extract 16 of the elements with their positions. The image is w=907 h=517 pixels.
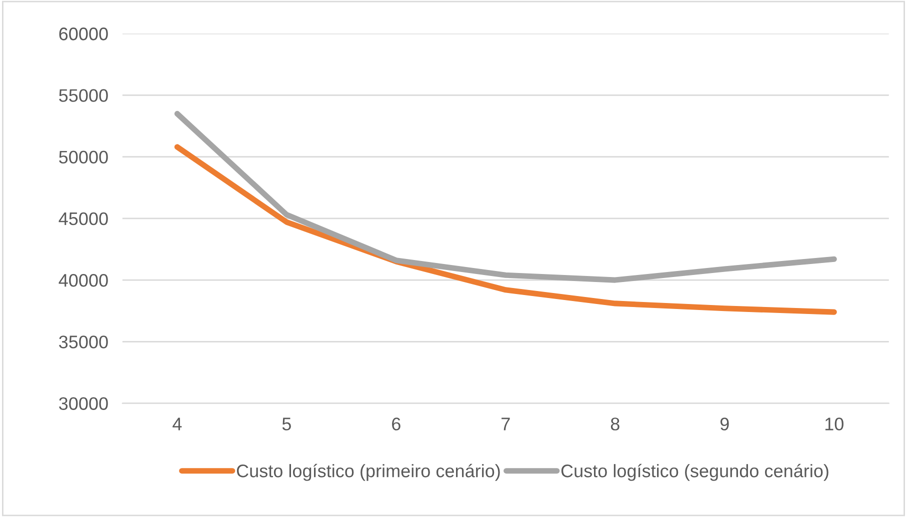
- y-tick-label: 30000: [59, 397, 108, 410]
- legend-label: Custo logístico (primeiro cenário): [236, 464, 500, 481]
- y-tick-label: 35000: [59, 336, 108, 348]
- x-tick-label: 8: [610, 418, 620, 430]
- x-tick-label: 10: [825, 418, 844, 430]
- legend-label: Custo logístico (segundo cenário): [561, 464, 828, 481]
- y-tick-label: 50000: [59, 150, 108, 164]
- y-tick-label: 45000: [58, 212, 108, 226]
- y-tick-label: 60000: [59, 28, 108, 40]
- x-tick-label: 4: [172, 418, 182, 430]
- x-tick-label: 9: [720, 418, 729, 430]
- y-tick-label: 40000: [58, 274, 108, 287]
- x-tick-label: 7: [502, 418, 510, 430]
- x-tick-label: 5: [282, 418, 291, 430]
- x-tick-label: 6: [392, 418, 400, 430]
- y-tick-label: 55000: [59, 89, 108, 102]
